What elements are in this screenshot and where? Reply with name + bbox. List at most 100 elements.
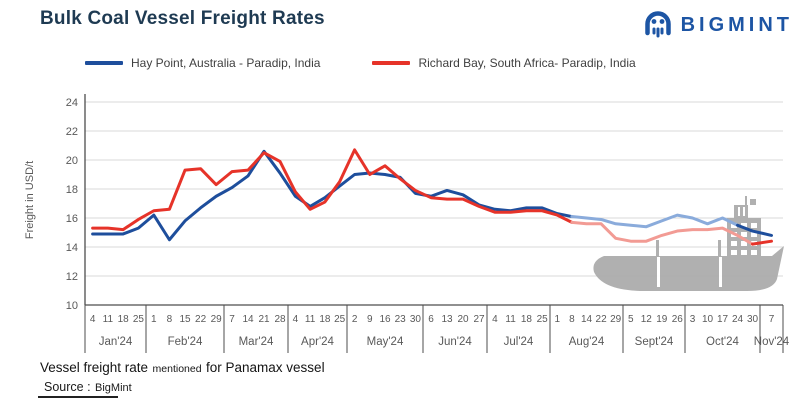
month-label: Feb'24	[168, 336, 203, 348]
month-label: Apr'24	[301, 336, 334, 348]
day-tick-label: 5	[628, 314, 634, 325]
day-tick-label: 27	[473, 314, 485, 325]
ship-window	[751, 232, 757, 237]
axes	[84, 94, 783, 306]
footnote-text: Vessel freight rate	[40, 360, 149, 375]
y-tick-label: 18	[66, 184, 78, 196]
chart-footnote: Vessel freight rate mentioned for Panama…	[40, 359, 325, 377]
day-tick-label: 9	[367, 314, 373, 325]
day-tick-label: 1	[555, 314, 561, 325]
y-tick-label: 22	[66, 126, 78, 138]
series-segment	[736, 223, 773, 237]
day-tick-label: 26	[672, 314, 684, 325]
day-tick-label: 6	[428, 314, 434, 325]
series-line-hay-point	[91, 149, 773, 242]
ship-mast	[656, 240, 659, 256]
series-segment	[91, 148, 574, 232]
ship-window	[751, 223, 757, 228]
series-segment	[570, 220, 754, 246]
day-tick-label: 7	[229, 314, 235, 325]
day-tick-label: 16	[379, 314, 391, 325]
funnel-slit	[743, 207, 745, 216]
y-tick-label: 14	[66, 242, 78, 254]
day-tick-label: 12	[641, 314, 653, 325]
day-tick-label: 10	[702, 314, 714, 325]
ship-window	[741, 250, 747, 255]
funnel-slit	[738, 207, 740, 216]
brand-logo: BIGMINT	[641, 8, 793, 42]
ship-funnel	[734, 205, 748, 218]
day-tick-label: 25	[133, 314, 145, 325]
legend-swatch-blue	[85, 61, 123, 65]
day-tick-label: 29	[211, 314, 223, 325]
page-title: Bulk Coal Vessel Freight Rates	[40, 8, 325, 29]
day-tick-label: 29	[610, 314, 622, 325]
day-tick-label: 3	[690, 314, 696, 325]
ship-radar	[750, 199, 756, 205]
legend-swatch-red	[372, 61, 411, 65]
day-tick-label: 4	[293, 314, 299, 325]
hull-gap	[657, 257, 660, 287]
ship-window	[731, 223, 737, 228]
y-axis-title: Freight in USD/t	[24, 161, 36, 239]
y-tick-label: 16	[66, 213, 78, 225]
day-tick-label: 11	[103, 314, 114, 325]
legend-label: Hay Point, Australia - Paradip, India	[131, 56, 321, 70]
y-tick-label: 10	[66, 300, 78, 312]
day-tick-label: 1	[151, 314, 157, 325]
day-tick-label: 18	[118, 314, 130, 325]
day-tick-label: 15	[179, 314, 191, 325]
month-label: May'24	[367, 336, 404, 348]
day-tick-label: 14	[581, 314, 593, 325]
month-labels: Jan'24 Feb'24 Mar'24 Apr'24 May'24 Jun'24 Jul'…	[99, 336, 790, 348]
day-tick-label: 25	[537, 314, 549, 325]
series-line-richard-bay	[91, 148, 773, 246]
day-tick-label: 2	[352, 314, 358, 325]
day-tick-label: 8	[167, 314, 173, 325]
source-label: Source :	[44, 380, 91, 394]
day-tick-label: 18	[521, 314, 533, 325]
y-tick-label: 24	[66, 97, 78, 109]
day-tick-label: 14	[242, 314, 254, 325]
month-label: Oct'24	[706, 336, 739, 348]
day-tick-label: 22	[596, 314, 608, 325]
day-tick-label: 30	[747, 314, 759, 325]
y-tick-label: 20	[66, 155, 78, 167]
brand-name: BIGMINT	[680, 13, 793, 36]
day-tick-label: 18	[319, 314, 331, 325]
source-value: BigMint	[95, 382, 132, 394]
day-tick-label: 8	[569, 314, 575, 325]
month-label: Mar'24	[239, 336, 274, 348]
chart-legend: Hay Point, Australia - Paradip, India Ri…	[85, 56, 636, 70]
y-tick-labels: 10 12 14 16 18 20 22 24	[66, 97, 78, 312]
series-segment	[91, 149, 574, 242]
day-tick-label: 4	[492, 314, 498, 325]
ship-hull	[593, 246, 784, 291]
day-tick-label: 21	[258, 314, 270, 325]
bigmint-logo-icon	[644, 11, 671, 38]
month-label: Jul'24	[504, 336, 534, 348]
ship-window	[731, 241, 737, 246]
ship-window	[731, 250, 737, 255]
ship-antenna	[745, 196, 747, 205]
legend-item-hay-point: Hay Point, Australia - Paradip, India	[85, 56, 320, 70]
day-tick-label: 20	[457, 314, 469, 325]
footnote-text: for Panamax vessel	[206, 360, 325, 375]
month-label: Nov'24	[754, 336, 790, 348]
month-label: Jun'24	[438, 336, 472, 348]
hull-gap	[719, 257, 722, 287]
ship-window	[741, 232, 747, 237]
day-tick-label: 25	[334, 314, 346, 325]
month-label: Sept'24	[635, 336, 674, 348]
month-separators	[84, 305, 784, 353]
day-tick-label: 4	[90, 314, 96, 325]
day-tick-label: 11	[305, 314, 316, 325]
day-tick-label: 22	[195, 314, 207, 325]
day-tick-label: 11	[505, 314, 516, 325]
day-tick-label: 23	[395, 314, 407, 325]
month-label: Aug'24	[569, 336, 605, 348]
month-label: Jan'24	[99, 336, 133, 348]
day-tick-label: 17	[717, 314, 729, 325]
